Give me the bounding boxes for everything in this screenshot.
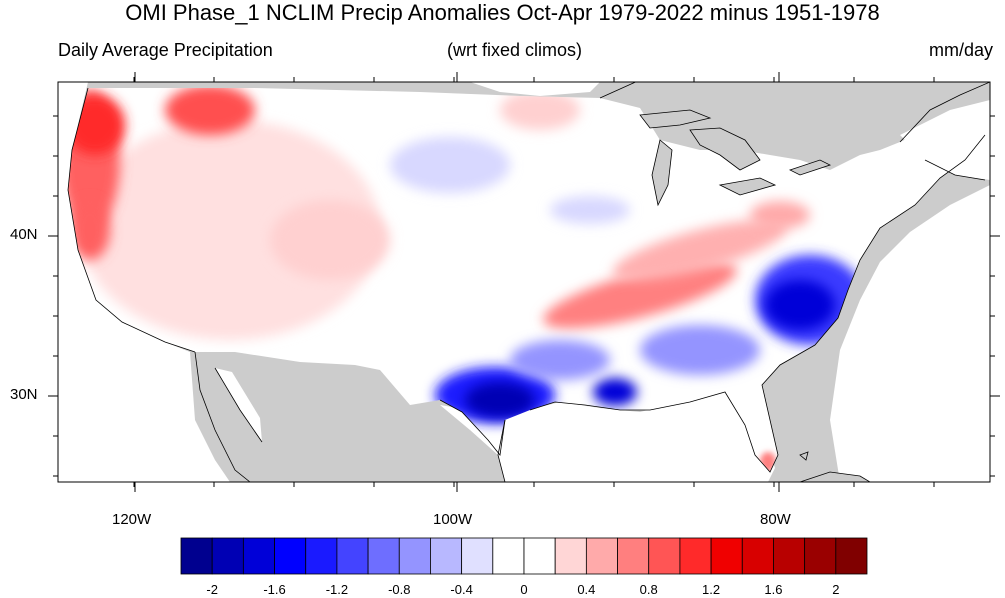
colorbar-swatch [835, 537, 868, 575]
lon-label-120w: 120W [112, 511, 152, 528]
subtitle-center: (wrt fixed climos) [447, 40, 583, 60]
colorbar-swatch [492, 537, 525, 575]
precip-anomaly-field [68, 88, 865, 472]
gulf-of-california [215, 368, 262, 442]
colorbar-swatch [617, 537, 650, 575]
colorbar-label: -0.8 [388, 582, 411, 597]
colorbar-swatch [554, 537, 587, 575]
colorbar-swatch [741, 537, 774, 575]
colorbar-swatch [585, 537, 618, 575]
canada-coastline [599, 82, 990, 181]
colorbar-swatch [211, 537, 244, 575]
subtitle-left: Daily Average Precipitation [58, 40, 273, 60]
map-panel [58, 82, 990, 482]
colorbar-label: 0.4 [577, 582, 596, 597]
canada-water [470, 82, 600, 96]
colorbar-swatch [710, 537, 743, 575]
subtitle-units: mm/day [928, 40, 993, 60]
colorbar-swatch [336, 537, 369, 575]
lat-label-40n: 40N [10, 226, 38, 243]
colorbar-label: 0.8 [639, 582, 658, 597]
gulf-atlantic-ocean [440, 185, 990, 482]
map-title: OMI Phase_1 NCLIM Precip Anomalies Oct-A… [125, 0, 880, 25]
colorbar-label: -0.4 [450, 582, 473, 597]
colorbar-swatch [430, 537, 463, 575]
colorbar-swatch [804, 537, 837, 575]
colorbar-swatch [180, 537, 213, 575]
mexico-coastline [194, 351, 506, 482]
colorbar [180, 537, 868, 575]
caribbean-islands [799, 451, 871, 482]
colorbar-label: -2 [206, 582, 218, 597]
colorbar-swatch [461, 537, 494, 575]
colorbar-swatch [305, 537, 338, 575]
lat-label-30n: 30N [10, 386, 38, 403]
colorbar-label: 1.2 [702, 582, 721, 597]
colorbar-swatch [242, 537, 275, 575]
axis-ticks [48, 72, 1000, 492]
pacific-ocean [58, 82, 230, 482]
conus-outline [67, 87, 986, 473]
colorbar-swatch [523, 537, 556, 575]
colorbar-swatch [648, 537, 681, 575]
colorbar-swatch [679, 537, 712, 575]
colorbar-label: 2 [832, 582, 840, 597]
colorbar-swatch [773, 537, 806, 575]
map-frame [57, 81, 991, 483]
colorbar-swatch [367, 537, 400, 575]
lon-label-100w: 100W [433, 511, 473, 528]
colorbar-label: -1.6 [263, 582, 286, 597]
colorbar-label: -1.2 [325, 582, 349, 597]
colorbar-swatch [398, 537, 431, 575]
lon-label-80w: 80W [760, 511, 791, 528]
great-lakes [639, 109, 832, 207]
colorbar-label: 0 [520, 582, 528, 597]
colorbar-swatch [274, 537, 307, 575]
colorbar-label: 1.6 [764, 582, 783, 597]
